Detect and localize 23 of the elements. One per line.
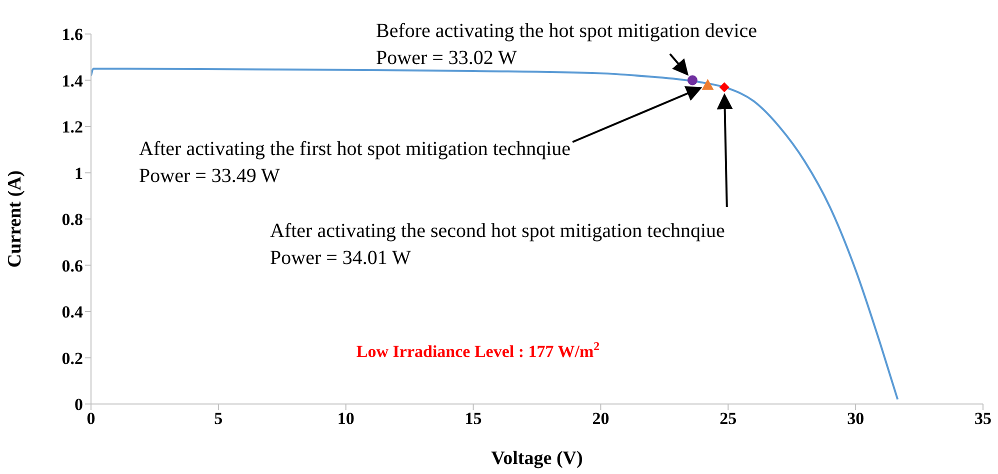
annotation: After activating the second hot spot mitigation technqiue Power = 34.01 W [270,220,726,269]
y-tick-label: 1.4 [62,71,84,90]
annotation: After activating the first hot spot mitigation technqiue Power = 33.49 W [139,138,571,187]
x-tick-label: 20 [592,409,610,428]
line-series [91,68,899,400]
x-tick-label: 0 [86,409,96,428]
y-tick-label: 0.8 [62,210,83,230]
x-tick-label: 10 [337,409,354,428]
y-tick-label: 1.2 [62,118,83,137]
annotation: Before activating the hot spot mitigation device Power = 33.02 W [376,20,758,69]
x-axis-title: Voltage (V) [491,448,583,469]
x-tick-label: 30 [847,409,864,428]
y-tick-label: 0.6 [62,256,83,276]
y-tick-label: 0 [74,395,83,414]
annotation: Low Irradiance Level : 177 W/m$^{2}$ [356,339,600,361]
x-tick-label: 15 [464,409,482,428]
y-tick-label: 0.4 [62,302,84,322]
x-tick-label: 35 [974,409,992,428]
y-tick-label: 0.2 [62,348,83,368]
x-tick-label: 5 [214,409,223,428]
y-tick-label: 1 [74,164,83,183]
y-tick-label: 1.6 [62,25,83,44]
x-tick-label: 25 [720,409,737,428]
